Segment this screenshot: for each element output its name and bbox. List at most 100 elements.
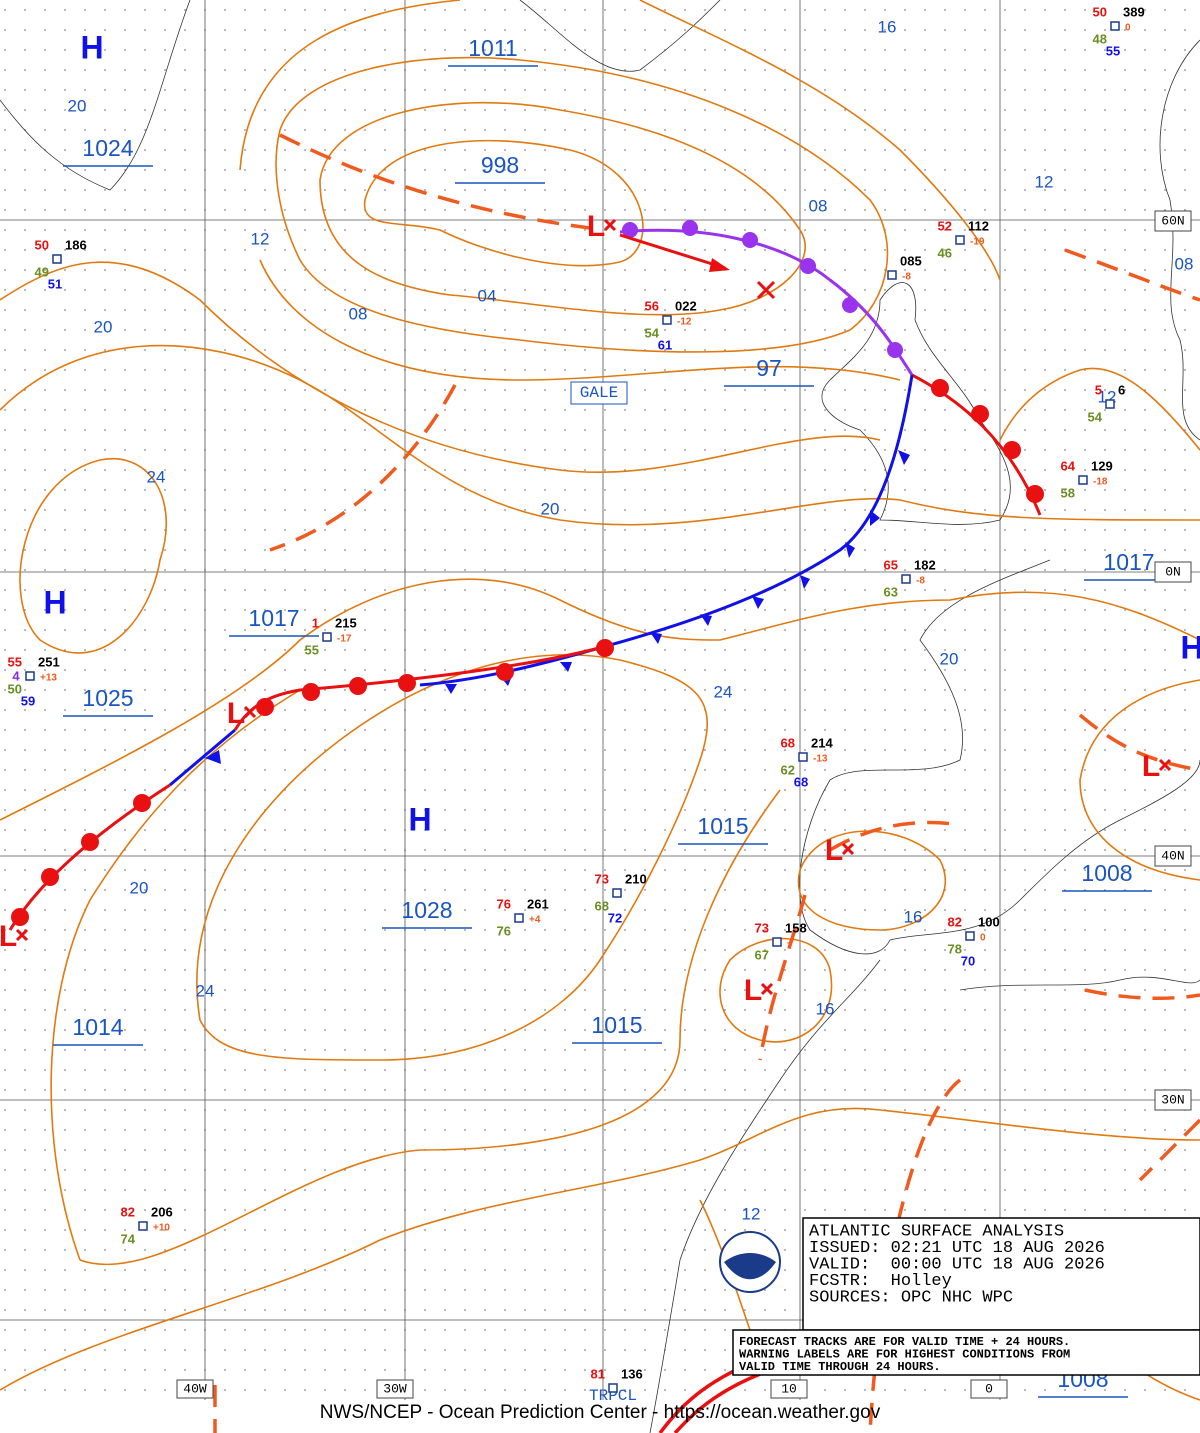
- area-label-box: [570, 381, 628, 405]
- low-marker: [841, 842, 855, 856]
- station-tendency: +: [787, 939, 793, 950]
- station-pressure: 158: [785, 920, 807, 935]
- station-sea-temp: 61: [658, 337, 672, 352]
- station-pressure: 022: [675, 298, 697, 313]
- station-tendency: +10: [153, 1223, 170, 1234]
- station-temperature: 73: [595, 871, 609, 886]
- station-temperature: 68: [781, 735, 795, 750]
- low-center: L: [744, 974, 762, 1007]
- station-tendency: -19: [970, 237, 985, 248]
- station-temperature: 65: [884, 557, 898, 572]
- station-symbol: [1078, 475, 1088, 485]
- station-temperature: 82: [948, 914, 962, 929]
- longitude-label-box: [970, 1379, 1008, 1399]
- longitude-label-box: [376, 1379, 414, 1399]
- station-temperature: 50: [1093, 4, 1107, 19]
- station-sea-temp: 72: [608, 910, 622, 925]
- station-symbol: [887, 270, 897, 280]
- station-pressure: 206: [151, 1204, 173, 1219]
- station-tendency: -12: [677, 317, 692, 328]
- info-line: ATLANTIC SURFACE ANALYSIS: [809, 1222, 1064, 1241]
- info-note: VALID TIME THROUGH 24 HOURS.: [739, 1360, 941, 1374]
- station-pressure: 6: [1118, 382, 1125, 397]
- isobar-label: 20: [94, 317, 113, 336]
- station-tendency: -13: [813, 754, 828, 765]
- isobar-label: 08: [349, 304, 368, 323]
- station-symbol: [955, 235, 965, 245]
- isobar-label: 04: [478, 286, 497, 305]
- info-note: FORECAST TRACKS ARE FOR VALID TIME + 24 …: [739, 1335, 1070, 1349]
- station-sea-temp: 68: [794, 774, 808, 789]
- station-temperature: 76: [497, 896, 511, 911]
- latitude-label: 40N: [1161, 848, 1184, 863]
- station-temperature: 56: [645, 298, 659, 313]
- station-weather: 4: [12, 668, 20, 683]
- station-dewpoint: 48: [1093, 31, 1107, 46]
- station-symbol: [138, 1221, 148, 1231]
- longitude-label: 40W: [183, 1381, 207, 1396]
- station-pressure: 136: [621, 1366, 643, 1381]
- pressure-label: 97: [756, 355, 782, 381]
- station-temperature: 5: [1095, 382, 1102, 397]
- high-center: H: [43, 584, 66, 620]
- isobar-label: 12: [742, 1204, 761, 1223]
- station-dewpoint: 76: [497, 923, 511, 938]
- station-pressure: 210: [625, 871, 647, 886]
- high-center: H: [80, 29, 103, 65]
- station-symbol: [608, 1383, 618, 1393]
- area-label: GALE: [580, 384, 618, 402]
- high-center: H: [1180, 629, 1200, 665]
- isobar-label: 16: [878, 17, 897, 36]
- station-pressure: 186: [65, 237, 87, 252]
- station-dewpoint: 62: [781, 762, 795, 777]
- pressure-label: 1011: [468, 35, 517, 61]
- station-symbol: [52, 254, 62, 264]
- station-symbol: [901, 574, 911, 584]
- pressure-label: 1028: [401, 897, 452, 923]
- station-pressure: 182: [914, 557, 936, 572]
- low-center: L: [0, 920, 17, 953]
- footer: NWS/NCEP - Ocean Prediction Center - htt…: [320, 1402, 881, 1423]
- info-line: VALID: 00:00 UTC 18 AUG 2026: [809, 1255, 1105, 1274]
- info-line: ISSUED: 02:21 UTC 18 AUG 2026: [809, 1239, 1105, 1258]
- station-temperature: 73: [755, 920, 769, 935]
- station-symbol: [514, 913, 524, 923]
- latitude-label: 60N: [1161, 213, 1184, 228]
- station-pressure: 085: [900, 253, 922, 268]
- station-dewpoint: 50: [8, 681, 22, 696]
- isobar-label: 20: [541, 499, 560, 518]
- latitude-label-box: [1154, 210, 1192, 232]
- station-pressure: 215: [335, 615, 357, 630]
- station-temperature: 55: [8, 654, 22, 669]
- pressure-label: 998: [481, 152, 519, 178]
- station-temperature: 52: [938, 218, 952, 233]
- station-symbol: [25, 671, 35, 681]
- station-symbol: [1105, 399, 1115, 409]
- station-symbol: [798, 752, 808, 762]
- pressure-label: 1015: [591, 1012, 642, 1038]
- isobar-label: 24: [147, 467, 166, 486]
- station-pressure: 100: [978, 914, 1000, 929]
- station-tendency: -8: [902, 272, 911, 283]
- isobar-label: 24: [714, 682, 733, 701]
- station-symbol: [772, 937, 782, 947]
- station-pressure: 129: [1091, 458, 1113, 473]
- longitude-label-box: [770, 1379, 808, 1399]
- isobar-label: 08: [1175, 254, 1194, 273]
- low-center: L: [1142, 750, 1160, 783]
- station-pressure: 112: [968, 218, 989, 233]
- latitude-label: 30N: [1161, 1092, 1184, 1107]
- info-note: WARNING LABELS ARE FOR HIGHEST CONDITION…: [739, 1348, 1070, 1362]
- pressure-label: 1025: [82, 685, 133, 711]
- station-tendency: 0: [980, 933, 986, 944]
- pressure-label: 1017: [248, 605, 299, 631]
- isobar-label: 08: [809, 196, 828, 215]
- isobar-label: 12: [1035, 172, 1054, 191]
- station-pressure: 389: [1123, 4, 1145, 19]
- station-sea-temp: 70: [961, 953, 975, 968]
- station-pressure: 261: [527, 896, 549, 911]
- station-tendency: -17: [337, 634, 352, 645]
- station-dewpoint: 49: [35, 264, 49, 279]
- station-temperature: 50: [35, 237, 49, 252]
